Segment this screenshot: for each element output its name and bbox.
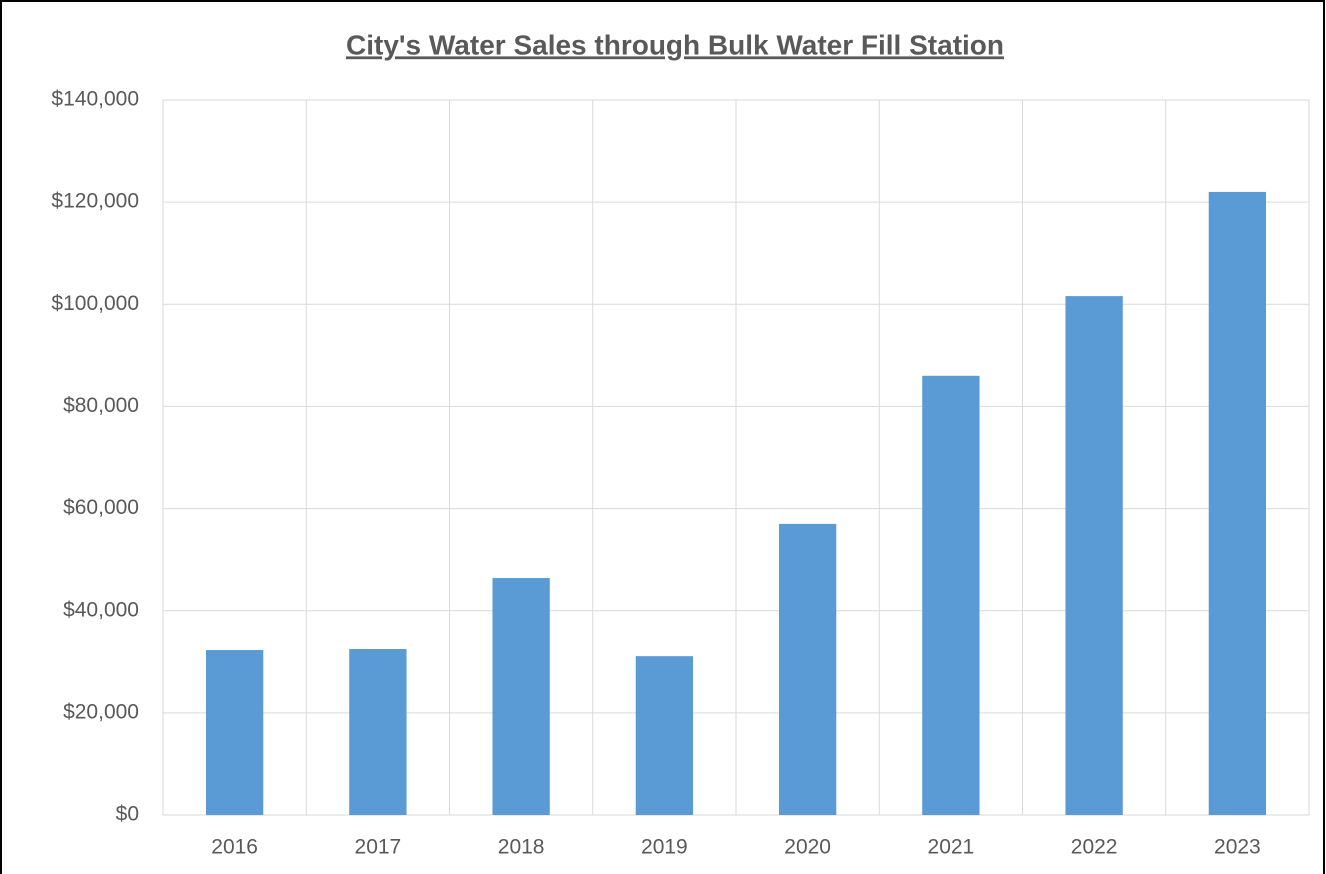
x-tick-label: 2021 bbox=[928, 836, 975, 859]
bar bbox=[1208, 191, 1267, 815]
bar bbox=[778, 523, 837, 815]
x-tick-label: 2023 bbox=[1214, 836, 1261, 859]
y-tick-label: $80,000 bbox=[63, 394, 139, 417]
bar bbox=[492, 578, 550, 815]
y-tick-label: $140,000 bbox=[51, 88, 139, 111]
x-tick-label: 2018 bbox=[498, 836, 545, 859]
y-tick-label: $0 bbox=[116, 803, 139, 826]
bar bbox=[635, 656, 694, 815]
y-tick-label: $20,000 bbox=[63, 700, 139, 723]
bar bbox=[349, 649, 407, 815]
x-tick-label: 2016 bbox=[211, 836, 258, 859]
y-tick-label: $120,000 bbox=[51, 190, 139, 213]
y-tick-label: $40,000 bbox=[63, 598, 139, 621]
x-tick-label: 2019 bbox=[641, 836, 688, 859]
x-tick-label: 2017 bbox=[355, 836, 402, 859]
bar bbox=[1065, 296, 1123, 816]
chart-title: City's Water Sales through Bulk Water Fi… bbox=[346, 29, 1004, 60]
x-tick-label: 2020 bbox=[784, 836, 831, 859]
bar bbox=[205, 650, 264, 815]
y-tick-label: $100,000 bbox=[51, 292, 139, 315]
bar bbox=[922, 375, 980, 815]
y-tick-label: $60,000 bbox=[63, 496, 139, 519]
x-tick-label: 2022 bbox=[1071, 836, 1118, 859]
